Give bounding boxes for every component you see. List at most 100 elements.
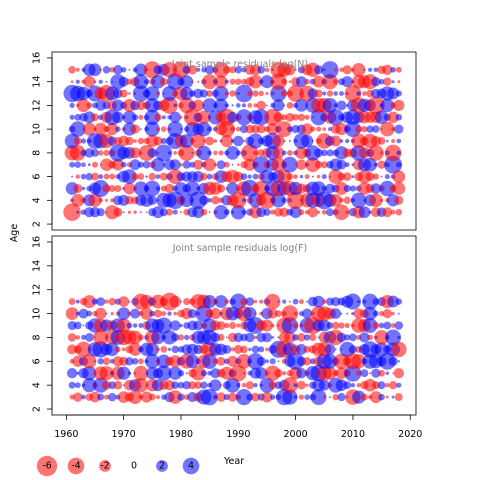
residual-bubble bbox=[335, 123, 348, 136]
residual-bubble bbox=[310, 389, 327, 406]
residual-bubble bbox=[252, 90, 259, 97]
residual-bubble bbox=[86, 310, 93, 317]
residual-bubble bbox=[281, 114, 288, 121]
residual-bubble bbox=[192, 206, 205, 219]
residual-bubble bbox=[144, 353, 160, 369]
residual-bubble bbox=[244, 332, 255, 343]
residual-bubble bbox=[281, 150, 287, 156]
residual-bubble bbox=[92, 180, 110, 197]
residual-bubble bbox=[304, 174, 310, 180]
residual-bubble bbox=[370, 135, 381, 147]
residual-bubble bbox=[73, 137, 82, 145]
residual-bubble bbox=[247, 90, 253, 97]
residual-bubble bbox=[293, 383, 298, 388]
residual-bubble bbox=[73, 392, 83, 402]
residual-bubble bbox=[298, 394, 305, 400]
residual-bubble bbox=[234, 66, 242, 74]
residual-bubble bbox=[219, 384, 223, 387]
residual-bubble bbox=[297, 380, 306, 390]
residual-bubble bbox=[322, 91, 327, 96]
residual-bubble bbox=[333, 91, 339, 96]
residual-bubble bbox=[287, 150, 293, 156]
residual-bubble bbox=[97, 393, 105, 401]
residual-bubble bbox=[352, 390, 366, 404]
residual-bubble bbox=[247, 174, 252, 179]
residual-bubble bbox=[188, 381, 197, 390]
residual-bubble bbox=[110, 311, 114, 316]
residual-bubble bbox=[168, 324, 171, 327]
residual-bubble bbox=[374, 110, 389, 125]
residual-bubble bbox=[173, 103, 177, 108]
residual-bubble bbox=[81, 162, 86, 168]
residual-bubble bbox=[397, 312, 400, 315]
residual-bubble bbox=[241, 179, 259, 198]
panel-top-title: Joint sample residuals log(N) bbox=[171, 59, 308, 70]
legend-label: -6 bbox=[42, 461, 51, 472]
residual-bubble bbox=[216, 321, 226, 330]
residual-bubble bbox=[323, 366, 337, 380]
residual-bubble bbox=[299, 174, 304, 179]
residual-bubble bbox=[229, 90, 236, 97]
residual-bubble bbox=[147, 148, 158, 158]
residual-bubble bbox=[304, 114, 310, 120]
residual-bubble bbox=[159, 172, 168, 181]
residual-bubble bbox=[357, 300, 361, 304]
residual-bubble bbox=[271, 336, 275, 339]
residual-bubble bbox=[133, 74, 149, 90]
residual-bubble bbox=[318, 319, 331, 332]
residual-bubble bbox=[187, 65, 198, 75]
residual-bubble bbox=[148, 393, 156, 401]
residual-bubble bbox=[65, 307, 79, 320]
residual-bubble bbox=[200, 370, 207, 377]
residual-bubble bbox=[197, 80, 200, 83]
residual-bubble bbox=[317, 210, 321, 214]
residual-bubble bbox=[227, 355, 239, 367]
y-tick-label: 16 bbox=[32, 52, 43, 64]
residual-bubble bbox=[275, 310, 282, 317]
residual-bubble bbox=[391, 127, 396, 132]
residual-bubble bbox=[255, 367, 268, 380]
residual-bubble bbox=[265, 359, 269, 364]
residual-bubble bbox=[241, 198, 247, 203]
residual-bubble bbox=[326, 322, 334, 329]
residual-bubble bbox=[177, 393, 185, 401]
residual-bubble bbox=[91, 148, 99, 157]
residual-bubble bbox=[126, 322, 133, 329]
residual-bubble bbox=[394, 124, 404, 134]
residual-bubble bbox=[177, 334, 185, 341]
legend-label: 0 bbox=[131, 461, 137, 472]
residual-bubble bbox=[344, 162, 350, 168]
residual-bubble bbox=[293, 311, 298, 316]
residual-bubble bbox=[368, 145, 384, 161]
residual-bubble bbox=[179, 193, 194, 208]
residual-bubble bbox=[88, 63, 102, 77]
residual-bubble bbox=[128, 330, 142, 345]
residual-bubble bbox=[331, 296, 341, 307]
residual-bubble bbox=[220, 366, 234, 380]
residual-bubble bbox=[102, 184, 111, 193]
residual-bubble bbox=[305, 157, 321, 173]
residual-bubble bbox=[105, 312, 108, 315]
residual-bubble bbox=[138, 358, 144, 365]
residual-bubble bbox=[143, 79, 150, 85]
residual-bubble bbox=[321, 209, 327, 215]
residual-bubble bbox=[196, 121, 212, 137]
residual-bubble bbox=[155, 394, 161, 400]
residual-bubble bbox=[259, 299, 264, 304]
residual-bubble bbox=[253, 103, 258, 108]
residual-bubble bbox=[68, 65, 76, 74]
residual-bubble bbox=[304, 78, 310, 85]
residual-bubble bbox=[76, 86, 91, 101]
residual-bubble bbox=[193, 159, 204, 170]
residual-bubble bbox=[336, 100, 347, 111]
residual-bubble bbox=[292, 334, 299, 341]
residual-bubble bbox=[270, 394, 276, 400]
residual-bubble bbox=[338, 322, 345, 329]
residual-bubble bbox=[171, 333, 180, 342]
residual-bubble bbox=[97, 358, 104, 365]
residual-bubble bbox=[167, 121, 184, 137]
residual-bubble bbox=[261, 391, 273, 403]
residual-bubble bbox=[311, 175, 314, 178]
residual-bubble bbox=[327, 109, 344, 126]
residual-bubble bbox=[74, 113, 82, 121]
